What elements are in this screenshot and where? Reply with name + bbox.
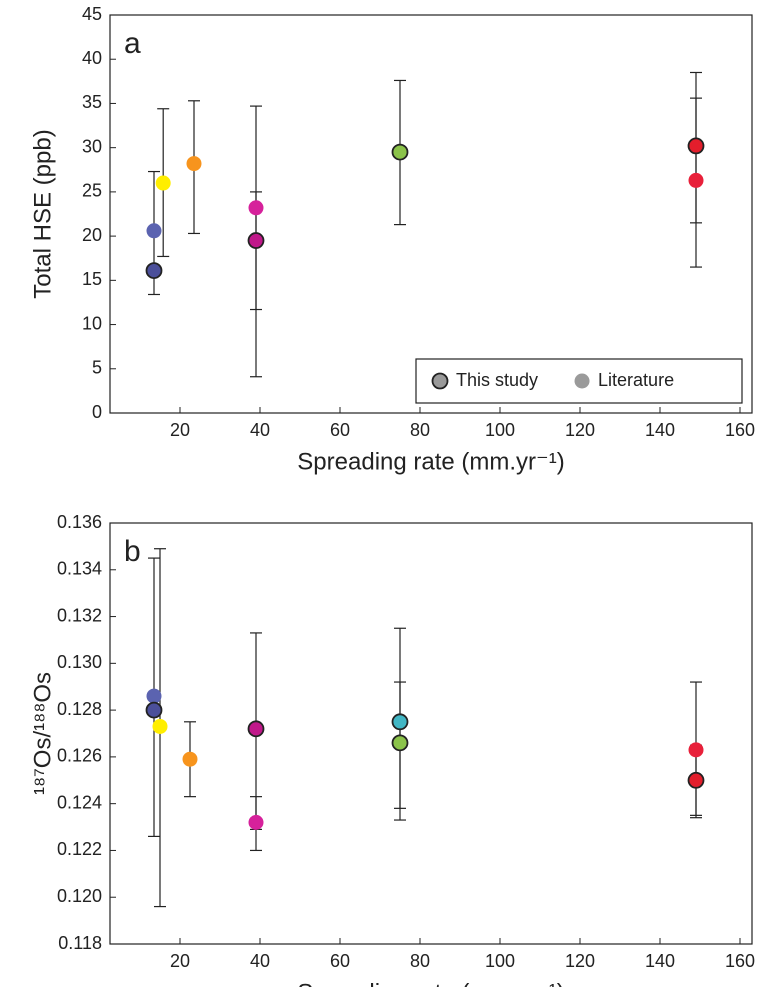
x-tick-label: 160	[725, 420, 755, 440]
y-tick-label: 20	[82, 225, 102, 245]
y-tick-label: 45	[82, 4, 102, 24]
data-point	[247, 720, 265, 738]
x-tick-label: 80	[410, 951, 430, 971]
data-point	[688, 742, 704, 758]
data-point	[146, 223, 162, 239]
y-tick-label: 0.120	[57, 886, 102, 906]
y-tick-label: 30	[82, 136, 102, 156]
y-tick-label: 10	[82, 313, 102, 333]
y-tick-label: 40	[82, 48, 102, 68]
data-point	[155, 175, 171, 191]
y-tick-label: 15	[82, 269, 102, 289]
x-tick-label: 100	[485, 951, 515, 971]
x-tick-label: 20	[170, 951, 190, 971]
plot-frame	[109, 522, 753, 945]
y-tick-label: 35	[82, 92, 102, 112]
data-point	[248, 814, 264, 830]
data-point	[186, 156, 202, 172]
x-tick-label: 160	[725, 951, 755, 971]
x-axis-label: Spreading rate (mm.yr⁻¹)	[297, 979, 564, 987]
data-point	[247, 232, 265, 249]
data-point	[145, 701, 163, 719]
y-axis-label: Total HSE (ppb)	[29, 129, 56, 298]
y-tick-label: 0.132	[57, 605, 102, 625]
x-tick-label: 20	[170, 420, 190, 440]
y-tick-label: 0.128	[57, 699, 102, 719]
data-point	[687, 771, 705, 789]
x-tick-label: 80	[410, 420, 430, 440]
x-axis-label: Spreading rate (mm.yr⁻¹)	[297, 448, 564, 475]
data-point	[145, 262, 163, 280]
panel-label: a	[124, 27, 141, 60]
y-tick-label: 0	[92, 402, 102, 422]
data-point	[146, 688, 162, 704]
plot-frame	[109, 14, 753, 414]
data-point	[688, 172, 704, 188]
x-tick-label: 60	[330, 420, 350, 440]
x-tick-label: 140	[645, 951, 675, 971]
y-tick-label: 0.124	[57, 792, 102, 812]
legend-label: Literature	[598, 370, 674, 390]
x-tick-label: 40	[250, 951, 270, 971]
data-point	[248, 200, 264, 216]
legend-marker	[431, 372, 449, 390]
x-tick-label: 60	[330, 951, 350, 971]
y-tick-label: 0.122	[57, 839, 102, 859]
x-tick-label: 120	[565, 420, 595, 440]
data-point	[391, 143, 409, 161]
x-tick-label: 140	[645, 420, 675, 440]
data-point	[182, 751, 198, 767]
y-axis-label: ¹⁸⁷Os/¹⁸⁸Os	[29, 672, 56, 795]
y-tick-label: 0.130	[57, 652, 102, 672]
y-tick-label: 25	[82, 181, 102, 201]
data-point	[391, 734, 409, 752]
data-point	[152, 718, 168, 734]
y-tick-label: 0.118	[58, 933, 102, 953]
y-tick-label: 0.136	[57, 512, 102, 532]
y-tick-label: 0.134	[57, 559, 102, 579]
x-tick-label: 40	[250, 420, 270, 440]
y-tick-label: 5	[92, 358, 102, 378]
y-tick-label: 0.126	[57, 746, 102, 766]
panel-label: b	[124, 535, 141, 568]
legend-label: This study	[456, 370, 538, 390]
x-tick-label: 100	[485, 420, 515, 440]
data-point	[391, 713, 409, 731]
legend-marker	[574, 373, 590, 389]
data-point	[687, 137, 705, 155]
x-tick-label: 120	[565, 951, 595, 971]
